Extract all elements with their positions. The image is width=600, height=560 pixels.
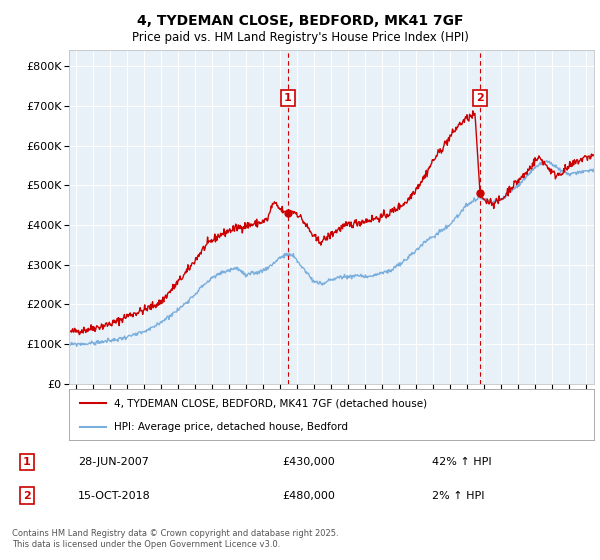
Text: 28-JUN-2007: 28-JUN-2007: [78, 457, 149, 467]
Text: £430,000: £430,000: [282, 457, 335, 467]
Text: HPI: Average price, detached house, Bedford: HPI: Average price, detached house, Bedf…: [113, 422, 347, 432]
Text: Contains HM Land Registry data © Crown copyright and database right 2025.
This d: Contains HM Land Registry data © Crown c…: [12, 529, 338, 549]
Text: 2: 2: [476, 93, 484, 103]
Text: 15-OCT-2018: 15-OCT-2018: [78, 491, 151, 501]
Text: 2% ↑ HPI: 2% ↑ HPI: [432, 491, 485, 501]
Text: 1: 1: [23, 457, 31, 467]
Text: Price paid vs. HM Land Registry's House Price Index (HPI): Price paid vs. HM Land Registry's House …: [131, 31, 469, 44]
Text: £480,000: £480,000: [282, 491, 335, 501]
Text: 2: 2: [23, 491, 31, 501]
Text: 1: 1: [284, 93, 292, 103]
Text: 4, TYDEMAN CLOSE, BEDFORD, MK41 7GF (detached house): 4, TYDEMAN CLOSE, BEDFORD, MK41 7GF (det…: [113, 398, 427, 408]
Text: 4, TYDEMAN CLOSE, BEDFORD, MK41 7GF: 4, TYDEMAN CLOSE, BEDFORD, MK41 7GF: [137, 14, 463, 28]
Text: 42% ↑ HPI: 42% ↑ HPI: [432, 457, 491, 467]
